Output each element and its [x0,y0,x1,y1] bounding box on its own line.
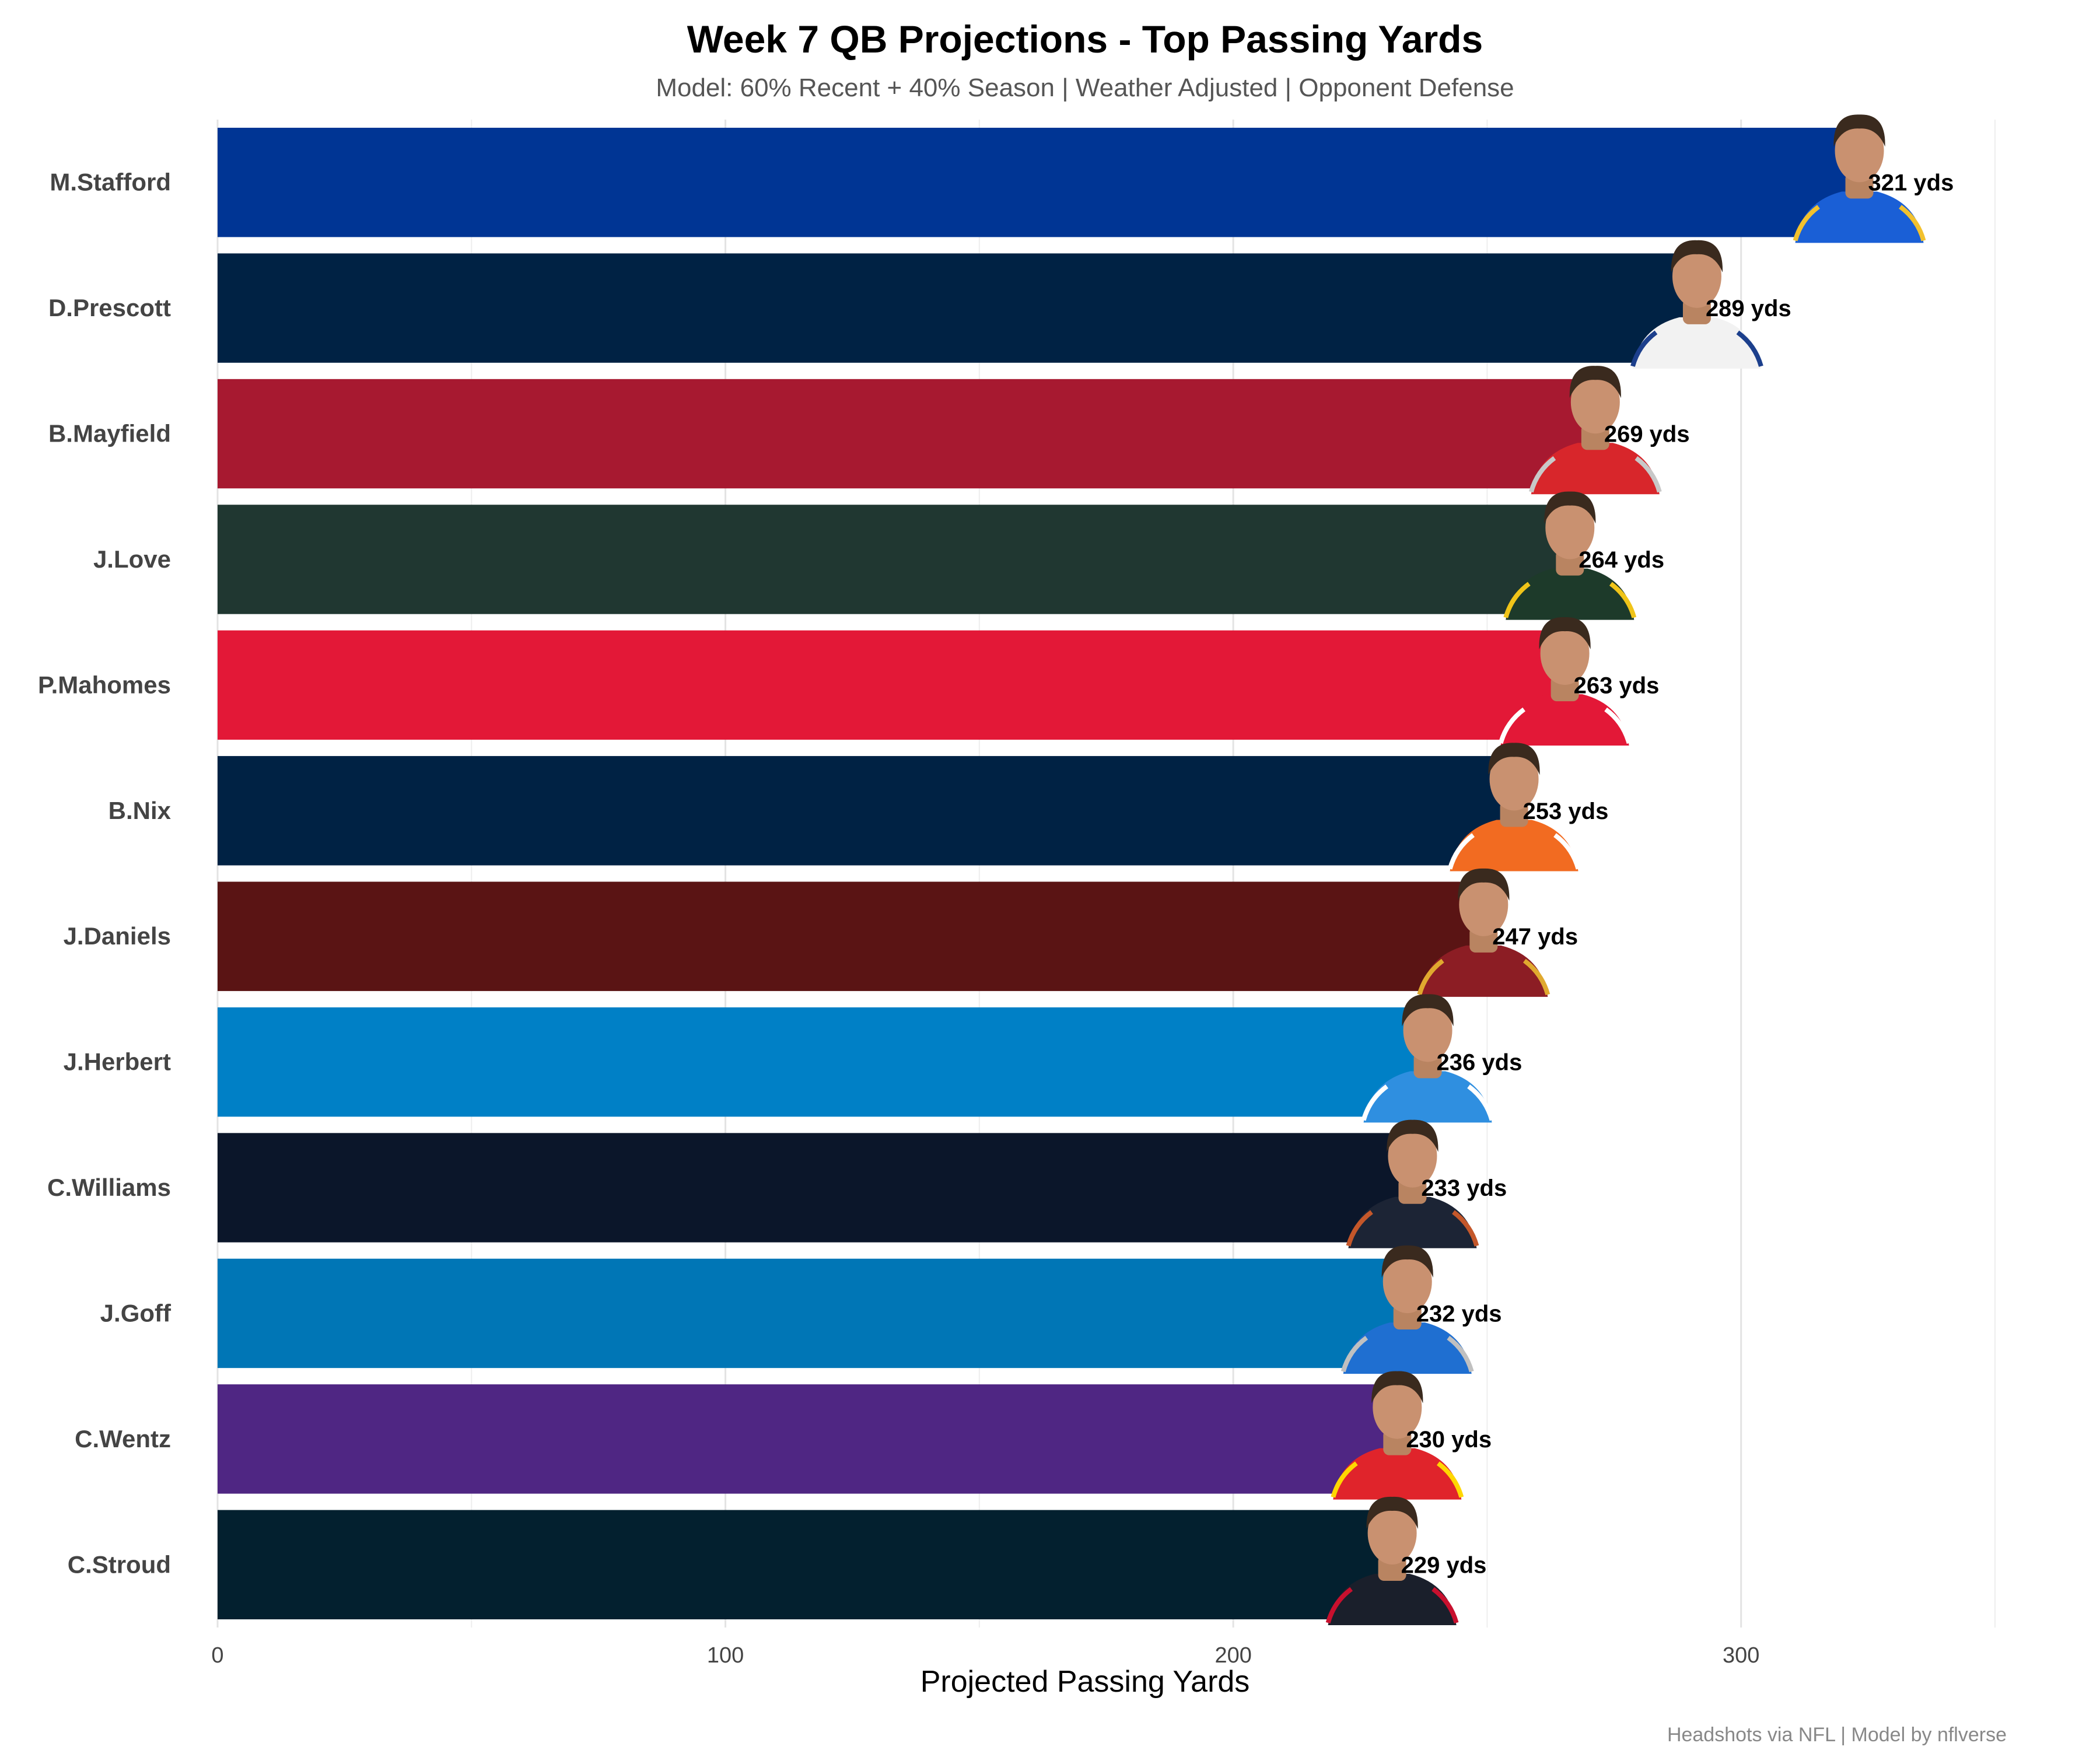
value-label: 247 yds [1492,924,1578,950]
category-label: B.Mayfield [48,420,171,447]
bar [218,1259,1396,1368]
x-tick-label: 200 [1214,1643,1251,1668]
bar [218,505,1558,614]
bar [218,1133,1401,1242]
chart-title: Week 7 QB Projections - Top Passing Yard… [687,18,1483,61]
bar [218,379,1584,488]
category-label: J.Goff [100,1299,172,1326]
category-label: J.Herbert [64,1048,171,1076]
category-label: J.Love [93,545,171,573]
category-label: J.Daniels [64,922,171,950]
value-label: 233 yds [1421,1175,1507,1201]
x-tick-label: 0 [211,1643,223,1668]
category-label: B.Nix [108,797,172,824]
bar [218,756,1503,865]
bar [218,631,1553,740]
x-axis-title: Projected Passing Yards [921,1665,1250,1699]
value-label: 236 yds [1437,1050,1522,1076]
category-label: C.Wentz [75,1425,171,1452]
category-label: M.Stafford [50,169,171,196]
value-label: 321 yds [1868,170,1954,196]
x-tick-label: 100 [707,1643,744,1668]
value-label: 289 yds [1706,296,1791,321]
bar [218,128,1848,237]
value-label: 253 yds [1523,799,1609,824]
value-label: 232 yds [1416,1301,1502,1326]
value-label: 264 yds [1578,547,1664,573]
bar [218,1384,1385,1493]
bar [218,1510,1381,1619]
category-label: C.Williams [47,1174,171,1201]
bar [218,882,1472,991]
category-label: D.Prescott [48,294,171,321]
value-label: 229 yds [1401,1552,1487,1578]
value-label: 263 yds [1574,673,1660,698]
category-label: C.Stroud [68,1550,171,1578]
value-label: 230 yds [1406,1427,1492,1452]
chart-caption: Headshots via NFL | Model by nflverse [1667,1724,2007,1746]
value-label: 269 yds [1604,422,1690,447]
x-tick-label: 300 [1723,1643,1759,1668]
bar [218,253,1685,362]
chart-subtitle: Model: 60% Recent + 40% Season | Weather… [656,74,1514,102]
category-label: P.Mahomes [38,671,171,698]
bar [218,1007,1416,1116]
